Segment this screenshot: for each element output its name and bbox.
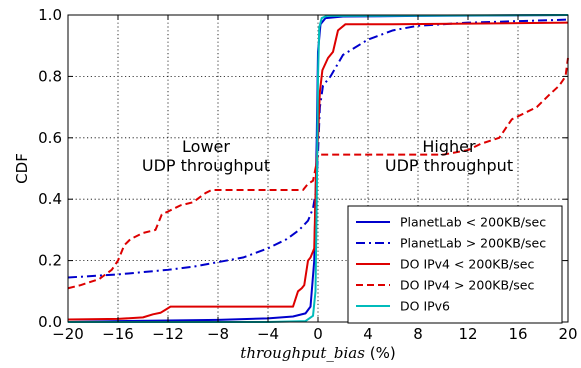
annotations: Lower UDP throughput Higher UDP throughput — [142, 137, 513, 175]
x-axis-label: throughput_bias (%) — [240, 344, 395, 362]
x-tick-label: −20 — [52, 325, 84, 343]
x-tick-label: −16 — [102, 325, 134, 343]
x-tick-label: 16 — [508, 325, 527, 343]
x-tick-label: −12 — [152, 325, 184, 343]
y-tick-label: 1.0 — [38, 6, 62, 24]
axis-ticks: −20 −16 −12 −8 −4 0 4 8 12 16 20 0.0 0.2 0.4 0.6 0.8 1.0 — [38, 6, 577, 343]
legend-label-4: DO IPv6 — [400, 299, 450, 314]
legend-label-2: DO IPv4 < 200KB/sec — [400, 257, 534, 272]
series-line-4 — [68, 14, 569, 323]
x-tick-label: 8 — [413, 325, 423, 343]
series-layer — [67, 14, 569, 323]
series-line-3 — [67, 57, 569, 290]
y-tick-label: 0.8 — [38, 67, 62, 85]
axis-labels: throughput_bias (%) CDF — [13, 153, 396, 362]
x-tick-label: 20 — [558, 325, 577, 343]
series-line-2 — [67, 21, 569, 321]
legend-label-1: PlanetLab > 200KB/sec — [400, 236, 546, 251]
y-axis-label: CDF — [13, 153, 31, 184]
legend-label-3: DO IPv4 > 200KB/sec — [400, 278, 534, 293]
x-tick-label: 12 — [458, 325, 477, 343]
y-tick-label: 0.0 — [38, 313, 62, 331]
x-tick-label: −8 — [207, 325, 229, 343]
y-tick-label: 0.4 — [38, 190, 62, 208]
series-line-0 — [67, 14, 569, 323]
legend-label-0: PlanetLab < 200KB/sec — [400, 215, 546, 230]
legend: PlanetLab < 200KB/sec PlanetLab > 200KB/s… — [347, 205, 563, 324]
y-tick-label: 0.6 — [38, 129, 62, 147]
y-tick-label: 0.2 — [38, 252, 62, 270]
x-tick-label: 0 — [313, 325, 323, 343]
x-tick-label: 4 — [363, 325, 373, 343]
x-tick-label: −4 — [257, 325, 279, 343]
annotation-1: Higher UDP throughput — [385, 137, 513, 175]
annotation-0: Lower UDP throughput — [142, 137, 270, 175]
